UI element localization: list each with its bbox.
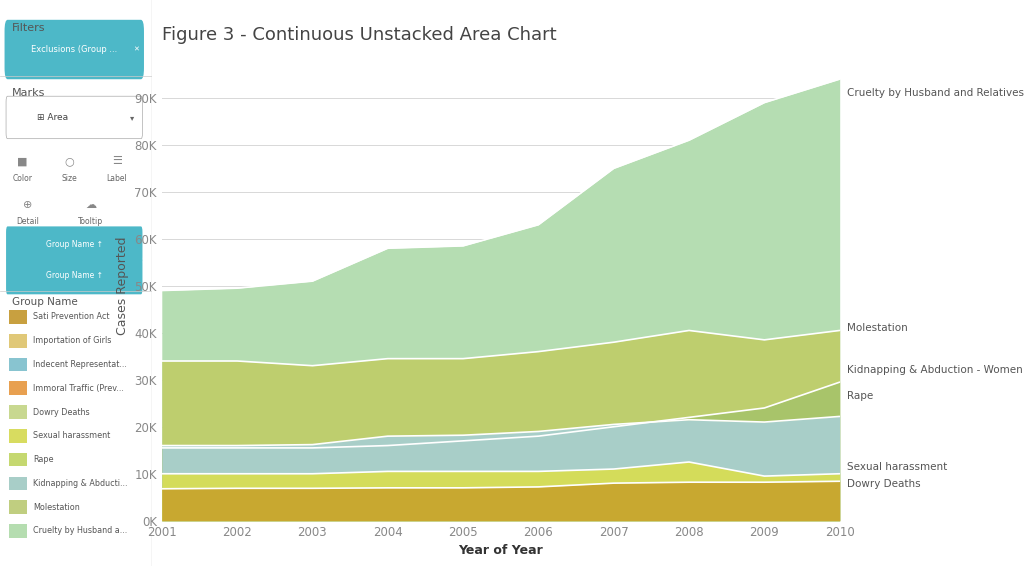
- FancyBboxPatch shape: [4, 20, 144, 79]
- Text: Sati Prevention Act: Sati Prevention Act: [34, 312, 110, 321]
- Text: ▾: ▾: [130, 113, 134, 122]
- Bar: [9, 453, 28, 466]
- FancyBboxPatch shape: [6, 226, 142, 263]
- FancyBboxPatch shape: [6, 258, 142, 294]
- Text: ⊕: ⊕: [23, 200, 32, 210]
- Text: Filters: Filters: [12, 23, 46, 33]
- FancyBboxPatch shape: [6, 96, 142, 139]
- Bar: [9, 405, 28, 419]
- Text: Kidnapping & Abducti...: Kidnapping & Abducti...: [34, 479, 128, 488]
- Bar: [9, 429, 28, 443]
- Text: ○: ○: [65, 156, 75, 166]
- Text: Group Name ↑: Group Name ↑: [46, 271, 102, 280]
- Bar: [9, 334, 28, 348]
- Y-axis label: Cases Reported: Cases Reported: [116, 237, 129, 335]
- Text: Immoral Traffic (Prev...: Immoral Traffic (Prev...: [34, 384, 124, 393]
- Text: ⊞ Area: ⊞ Area: [38, 113, 69, 122]
- Text: Color: Color: [12, 174, 33, 183]
- X-axis label: Year of Year: Year of Year: [459, 544, 543, 557]
- Bar: [9, 477, 28, 490]
- Bar: [9, 500, 28, 514]
- Bar: [9, 310, 28, 324]
- Bar: [9, 358, 28, 371]
- Text: Importation of Girls: Importation of Girls: [34, 336, 112, 345]
- Text: Rape: Rape: [34, 455, 54, 464]
- Text: Group Name ↑: Group Name ↑: [46, 240, 102, 249]
- Text: Rape: Rape: [847, 391, 872, 401]
- Text: Tooltip: Tooltip: [79, 217, 103, 226]
- Text: Cruelty by Husband and Relatives: Cruelty by Husband and Relatives: [847, 88, 1024, 98]
- Text: Dowry Deaths: Dowry Deaths: [847, 479, 921, 489]
- Text: ☁: ☁: [85, 200, 96, 210]
- Text: Group Name: Group Name: [12, 297, 78, 307]
- Bar: [9, 524, 28, 538]
- Text: Molestation: Molestation: [847, 323, 907, 333]
- Text: ✕: ✕: [133, 46, 139, 52]
- Text: ☰: ☰: [112, 156, 122, 166]
- Text: Sexual harassment: Sexual harassment: [34, 431, 111, 440]
- Text: Detail: Detail: [15, 217, 39, 226]
- Text: Marks: Marks: [12, 88, 45, 98]
- Text: Sexual harassment: Sexual harassment: [847, 462, 947, 471]
- Text: Indecent Representat...: Indecent Representat...: [34, 360, 127, 369]
- Text: Cruelty by Husband a...: Cruelty by Husband a...: [34, 526, 128, 535]
- Text: Figure 3 - Continuous Unstacked Area Chart: Figure 3 - Continuous Unstacked Area Cha…: [162, 26, 556, 44]
- Text: Kidnapping & Abduction - Women & Girls: Kidnapping & Abduction - Women & Girls: [847, 366, 1024, 375]
- Text: Molestation: Molestation: [34, 503, 80, 512]
- Text: Dowry Deaths: Dowry Deaths: [34, 408, 90, 417]
- Bar: [9, 381, 28, 395]
- Text: Exclusions (Group ...: Exclusions (Group ...: [31, 45, 118, 54]
- Text: Size: Size: [61, 174, 78, 183]
- Text: Label: Label: [106, 174, 127, 183]
- Text: ■: ■: [17, 156, 28, 166]
